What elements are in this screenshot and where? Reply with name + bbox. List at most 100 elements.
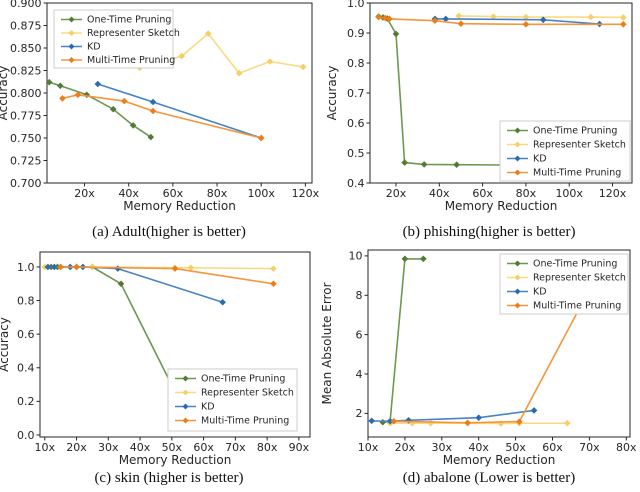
data-point-marker [475,414,483,422]
data-point-marker [44,263,52,271]
y-axis-label: Accuracy [0,66,10,121]
y-tick-label: 0.750 [10,132,42,145]
x-tick-label: 60x [163,187,184,200]
data-point-marker [266,58,274,65]
x-tick-label: 30x [432,441,453,454]
legend-marker-icon [182,403,189,410]
x-tick-label: 20x [66,441,87,454]
series-path [393,275,598,424]
data-point-marker [431,17,439,24]
x-tick-label: 120x [599,187,627,200]
y-tick-label: 0.825 [10,64,42,77]
x-tick-label: 10x [358,441,379,454]
y-tick-label: 1.0 [17,261,35,274]
data-point-marker [56,82,64,90]
data-point-marker [490,13,497,20]
y-tick-label: 2 [356,407,363,420]
legend-label: Representer Sketch [533,273,626,284]
legend-box [499,253,629,315]
chart-c-caption: (c) skin (higher is better) [94,470,244,486]
legend-marker-icon [514,155,521,162]
x-axis-label: Memory Reduction [123,199,236,213]
data-point-marker [453,161,460,168]
data-point-marker [457,20,465,27]
chart-c-plot: 10x 20x 30x 40x 50x 60x 70x 80x 90x 1.0 0.8 0.6 0.4 0… [0,251,311,467]
y-axis-label: Accuracy [325,66,339,121]
data-point-marker [386,15,393,23]
data-point-marker [109,105,117,113]
data-point-marker [530,407,538,414]
y-tick-label: 0.6 [347,117,365,130]
y-tick-label: 0.0 [17,429,35,442]
data-point-marker [522,21,530,28]
data-point-marker [257,134,265,142]
data-point-marker [59,95,66,102]
y-tick-label: 0.2 [17,395,35,408]
data-point-marker [117,280,125,288]
data-point-marker [50,263,58,271]
x-tick-label: 40x [429,187,450,200]
legend-marker-icon [514,302,521,309]
data-point-marker [147,133,155,141]
y-tick-label: 0.850 [10,42,42,55]
chart-b-cell: 20x 40x 60x 80x 100x 120x 1.0 0.9 0.8 0.7 0.6 0.5 0.… [320,0,640,246]
legend: One-Time Pruning Representer Sketch KD Mult… [53,9,180,69]
legend-marker-icon [68,57,75,63]
y-tick-label: 0.700 [10,177,42,190]
data-point-marker [73,263,80,271]
data-point-marker [386,417,394,425]
y-axis-label: Mean Absolute Error [320,282,334,404]
chart-b-canvas: 20x 40x 60x 80x 100x 120x 1.0 0.9 0.8 0.7 0.6 0.5 0.… [325,0,633,213]
legend-marker-icon [68,30,75,36]
data-point-marker [620,21,627,28]
series-yellow-line [455,12,627,21]
x-tick-label: 100x [247,187,275,200]
legend-marker-icon [514,274,521,281]
y-tick-label: 4 [356,368,363,381]
data-point-marker [270,280,277,288]
legend-marker-icon [514,141,521,148]
x-tick-label: 60x [542,441,563,454]
data-point-marker [563,419,571,427]
x-tick-label: 60x [193,441,214,454]
legend-marker-icon [514,127,521,134]
y-tick-label: 8 [356,289,363,302]
x-tick-label: 40x [130,441,151,454]
y-tick-label: 1.0 [347,0,365,10]
x-tick-label: 70x [579,441,600,454]
y-tick-label: 0.6 [17,328,35,341]
legend-marker-icon [68,16,75,23]
x-tick-label: 30x [98,441,119,454]
chart-d-canvas: 10x 20x 30x 40x 50x 60x 70x 80x 10 8 6 4 2 Memory Red… [320,249,637,467]
data-point-marker [408,419,416,427]
y-tick-label: 0.4 [17,362,35,375]
legend-label: KD [533,154,547,165]
series-path [60,266,274,285]
chart-c-canvas: 10x 20x 30x 40x 50x 60x 70x 80x 90x 1.0 0.8 0.6 0.4 0… [0,251,311,467]
data-point-marker [455,12,463,20]
x-axis-label: Memory Reduction [443,453,556,467]
data-point-marker [187,264,195,272]
data-point-marker [587,13,595,21]
x-tick-label: 60x [472,187,493,200]
chart-b-caption: (b) phishing(higher is better) [402,224,576,240]
y-tick-label: 0.8 [17,294,35,307]
y-tick-label: 0.725 [10,154,42,167]
x-tick-label: 80x [616,441,637,454]
legend-label: KD [533,287,547,298]
legend: One-Time Pruning Representer Sketch KD Mult… [167,368,298,432]
x-tick-label: 50x [162,441,183,454]
legend-label: KD [87,42,101,53]
x-tick-label: 10x [35,441,56,454]
series-orange-line [59,91,265,142]
legend-label: One-Time Pruning [533,126,617,137]
chart-d-caption: (d) abalone (Lower is better) [402,470,576,486]
data-point-marker [522,13,530,21]
x-axis-label: Memory Reduction [119,453,232,467]
legend-label: Representer Sketch [201,388,294,399]
legend-marker-icon [182,417,189,424]
legend-label: Multi-Time Pruning [533,301,621,312]
x-tick-label: 100x [555,187,583,200]
series-path [435,18,600,25]
